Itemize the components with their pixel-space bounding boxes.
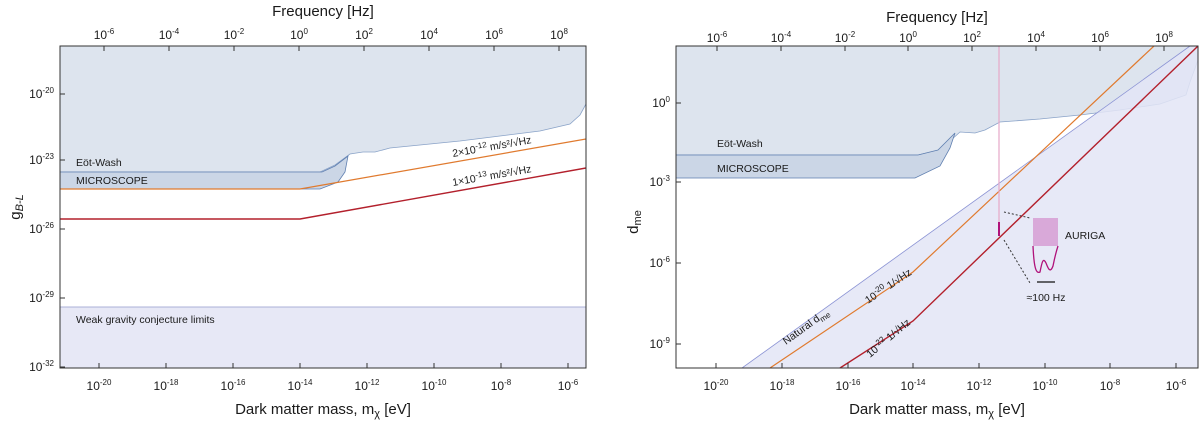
right-top-tick-label: 10-4	[771, 30, 792, 45]
right-natural-region	[741, 46, 1198, 368]
left-top-ticks	[103, 46, 560, 51]
left-top-tick-label: 10-6	[94, 27, 115, 42]
right-x-tick-label: 10-16	[836, 378, 861, 393]
left-x-tick-label: 10-18	[154, 378, 179, 393]
left-top-tick-label: 108	[550, 27, 568, 42]
right-x-tick-label: 10-12	[967, 378, 992, 393]
right-x-tick-label: 10-14	[901, 378, 926, 393]
right-top-axis-title: Frequency [Hz]	[886, 9, 988, 26]
left-y-ticks	[60, 93, 65, 368]
right-x-tick-label: 10-20	[704, 378, 729, 393]
left-plot-frame	[59, 45, 587, 369]
right-eotwash-label: Eöt-Wash	[717, 138, 763, 150]
left-x-tick-label: 10-6	[558, 378, 579, 393]
right-100hz-label: ≈100 Hz	[1026, 292, 1065, 304]
right-x-axis-title: Dark matter mass, mχ [eV]	[849, 401, 1025, 420]
left-y-tick-label: 10-29	[29, 290, 54, 305]
right-auriga-box	[1033, 218, 1058, 246]
left-x-tick-labels: 10-20 10-18 10-16 10-14 10-12 10-10 10-8…	[87, 378, 579, 393]
right-y-tick-label: 10-3	[650, 174, 671, 189]
left-panel: Frequency [Hz] 10-6 10-4 10-2 100 102 10…	[7, 3, 587, 420]
left-top-tick-label: 104	[420, 27, 438, 42]
left-x-ticks	[98, 363, 569, 368]
right-top-ticks	[716, 46, 1165, 51]
right-top-tick-label: 102	[963, 30, 981, 45]
right-y-axis-title: dme	[625, 210, 644, 234]
left-x-axis-title: Dark matter mass, mχ [eV]	[235, 401, 411, 420]
left-x-tick-label: 10-8	[491, 378, 512, 393]
left-weak-gravity-region	[60, 306, 586, 368]
left-top-tick-label: 10-4	[159, 27, 180, 42]
right-y-tick-label: 100	[652, 95, 670, 110]
right-sens-1e-20-line	[769, 46, 1155, 368]
left-y-tick-label: 10-26	[29, 221, 54, 236]
right-x-tick-label: 10-18	[770, 378, 795, 393]
right-top-tick-label: 108	[1155, 30, 1173, 45]
right-x-tick-label: 10-8	[1100, 378, 1121, 393]
left-x-tick-label: 10-10	[422, 378, 447, 393]
left-y-tick-label: 10-23	[29, 152, 54, 167]
right-top-tick-label: 10-6	[707, 30, 728, 45]
right-zoom-line-bottom	[1003, 239, 1031, 284]
right-x-tick-labels: 10-20 10-18 10-16 10-14 10-12 10-10 10-8…	[704, 378, 1187, 393]
right-y-ticks	[676, 102, 681, 345]
left-y-tick-label: 10-20	[29, 86, 54, 101]
left-top-tick-label: 100	[290, 27, 308, 42]
left-sens-2e-12-line	[60, 138, 586, 190]
left-top-tick-label: 10-2	[224, 27, 245, 42]
right-top-tick-label: 100	[899, 30, 917, 45]
right-sens-1e-22-line	[839, 46, 1198, 368]
left-top-tick-label: 102	[355, 27, 373, 42]
left-sens-1e-13-line	[60, 167, 586, 220]
right-top-tick-labels: 10-6 10-4 10-2 100 102 104 106 108	[707, 30, 1174, 45]
right-x-tick-label: 10-10	[1033, 378, 1058, 393]
right-y-tick-label: 10-9	[650, 336, 671, 351]
left-x-tick-label: 10-16	[221, 378, 246, 393]
left-microscope-label: MICROSCOPE	[76, 175, 148, 187]
right-top-tick-label: 10-2	[835, 30, 856, 45]
right-microscope-label: MICROSCOPE	[717, 163, 789, 175]
left-top-tick-label: 106	[485, 27, 503, 42]
right-top-tick-label: 104	[1027, 30, 1045, 45]
right-zoom-line-top	[1003, 211, 1031, 219]
right-microscope-region	[676, 132, 956, 179]
right-x-tick-label: 10-6	[1166, 378, 1187, 393]
left-top-axis-title: Frequency [Hz]	[272, 3, 374, 20]
right-auriga-curve	[1032, 245, 1059, 273]
right-panel: Frequency [Hz] 10-6 10-4 10-2 100 102 10…	[625, 9, 1199, 420]
left-x-tick-label: 10-12	[355, 378, 380, 393]
right-top-tick-label: 106	[1091, 30, 1109, 45]
left-y-tick-label: 10-32	[29, 359, 54, 374]
left-x-tick-label: 10-20	[87, 378, 112, 393]
right-auriga-label: AURIGA	[1065, 230, 1105, 242]
left-eotwash-region	[60, 46, 586, 173]
left-x-tick-label: 10-14	[288, 378, 313, 393]
right-plot-frame	[675, 45, 1199, 369]
right-x-ticks	[715, 363, 1177, 368]
left-y-axis-title: gB-L	[7, 194, 26, 219]
right-y-tick-labels: 100 10-3 10-6 10-9	[650, 95, 671, 351]
left-top-tick-labels: 10-6 10-4 10-2 100 102 104 106 108	[94, 27, 569, 42]
right-y-tick-label: 10-6	[650, 255, 671, 270]
left-y-tick-labels: 10-20 10-23 10-26 10-29 10-32	[29, 86, 54, 374]
left-eotwash-label: Eöt-Wash	[76, 157, 122, 169]
left-weak-gravity-label: Weak gravity conjecture limits	[76, 314, 215, 326]
